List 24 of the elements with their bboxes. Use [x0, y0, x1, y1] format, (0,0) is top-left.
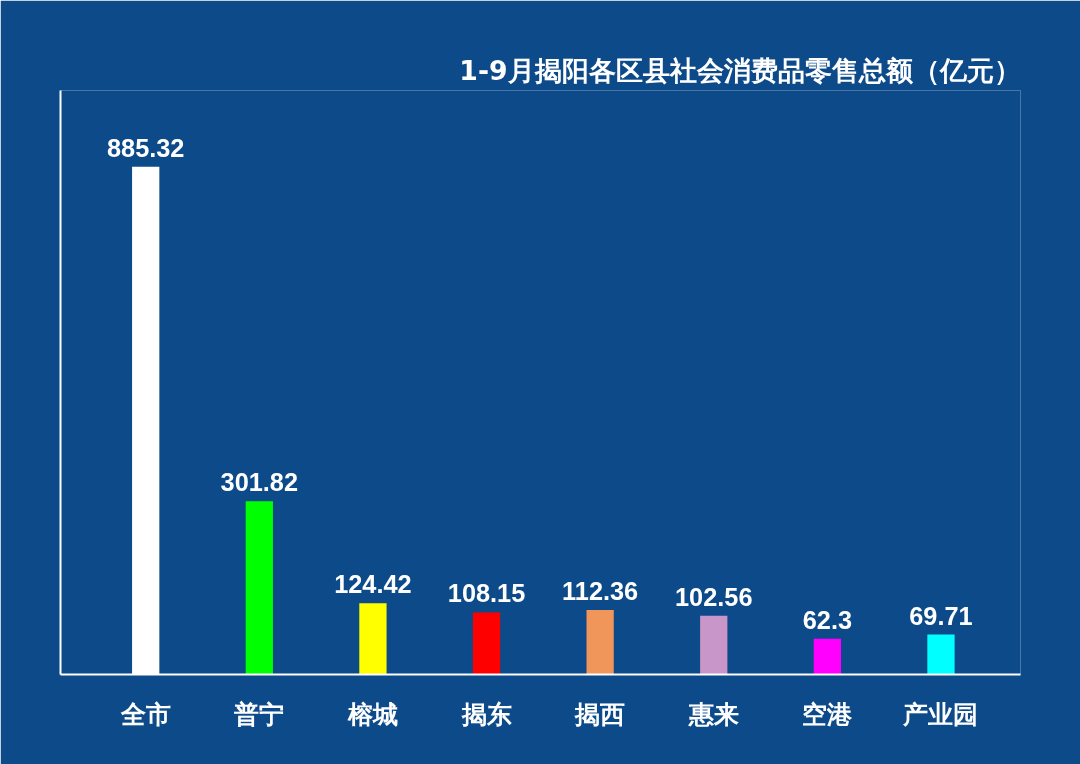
x-tick-label: 榕城: [346, 698, 398, 729]
data-label: 102.56: [675, 582, 753, 611]
x-tick-label: 产业园: [902, 698, 979, 729]
data-label: 62.3: [802, 605, 853, 634]
chart-title: 1-9月揭阳各区县社会消费品零售总额（亿元）: [459, 54, 1021, 86]
data-label: 124.42: [334, 570, 412, 599]
data-label: 108.15: [447, 579, 526, 608]
x-tick-label: 揭东: [460, 698, 512, 729]
bar: [927, 634, 955, 675]
x-tick-label: 空港: [802, 698, 854, 729]
bar: [472, 612, 501, 675]
x-tick-label: 惠来: [687, 698, 739, 729]
data-label: 69.71: [909, 601, 973, 630]
bar: [586, 610, 614, 675]
x-tick-label: 全市: [119, 698, 171, 729]
data-label: 301.82: [220, 468, 299, 497]
x-tick-label: 普宁: [233, 698, 285, 729]
data-label: 885.32: [106, 133, 185, 162]
x-tick-label: 揭西: [574, 698, 626, 729]
bar: [245, 501, 273, 675]
bar: [700, 615, 728, 675]
bar: [359, 603, 387, 675]
data-label: 112.36: [562, 577, 639, 606]
bar: [813, 638, 841, 675]
